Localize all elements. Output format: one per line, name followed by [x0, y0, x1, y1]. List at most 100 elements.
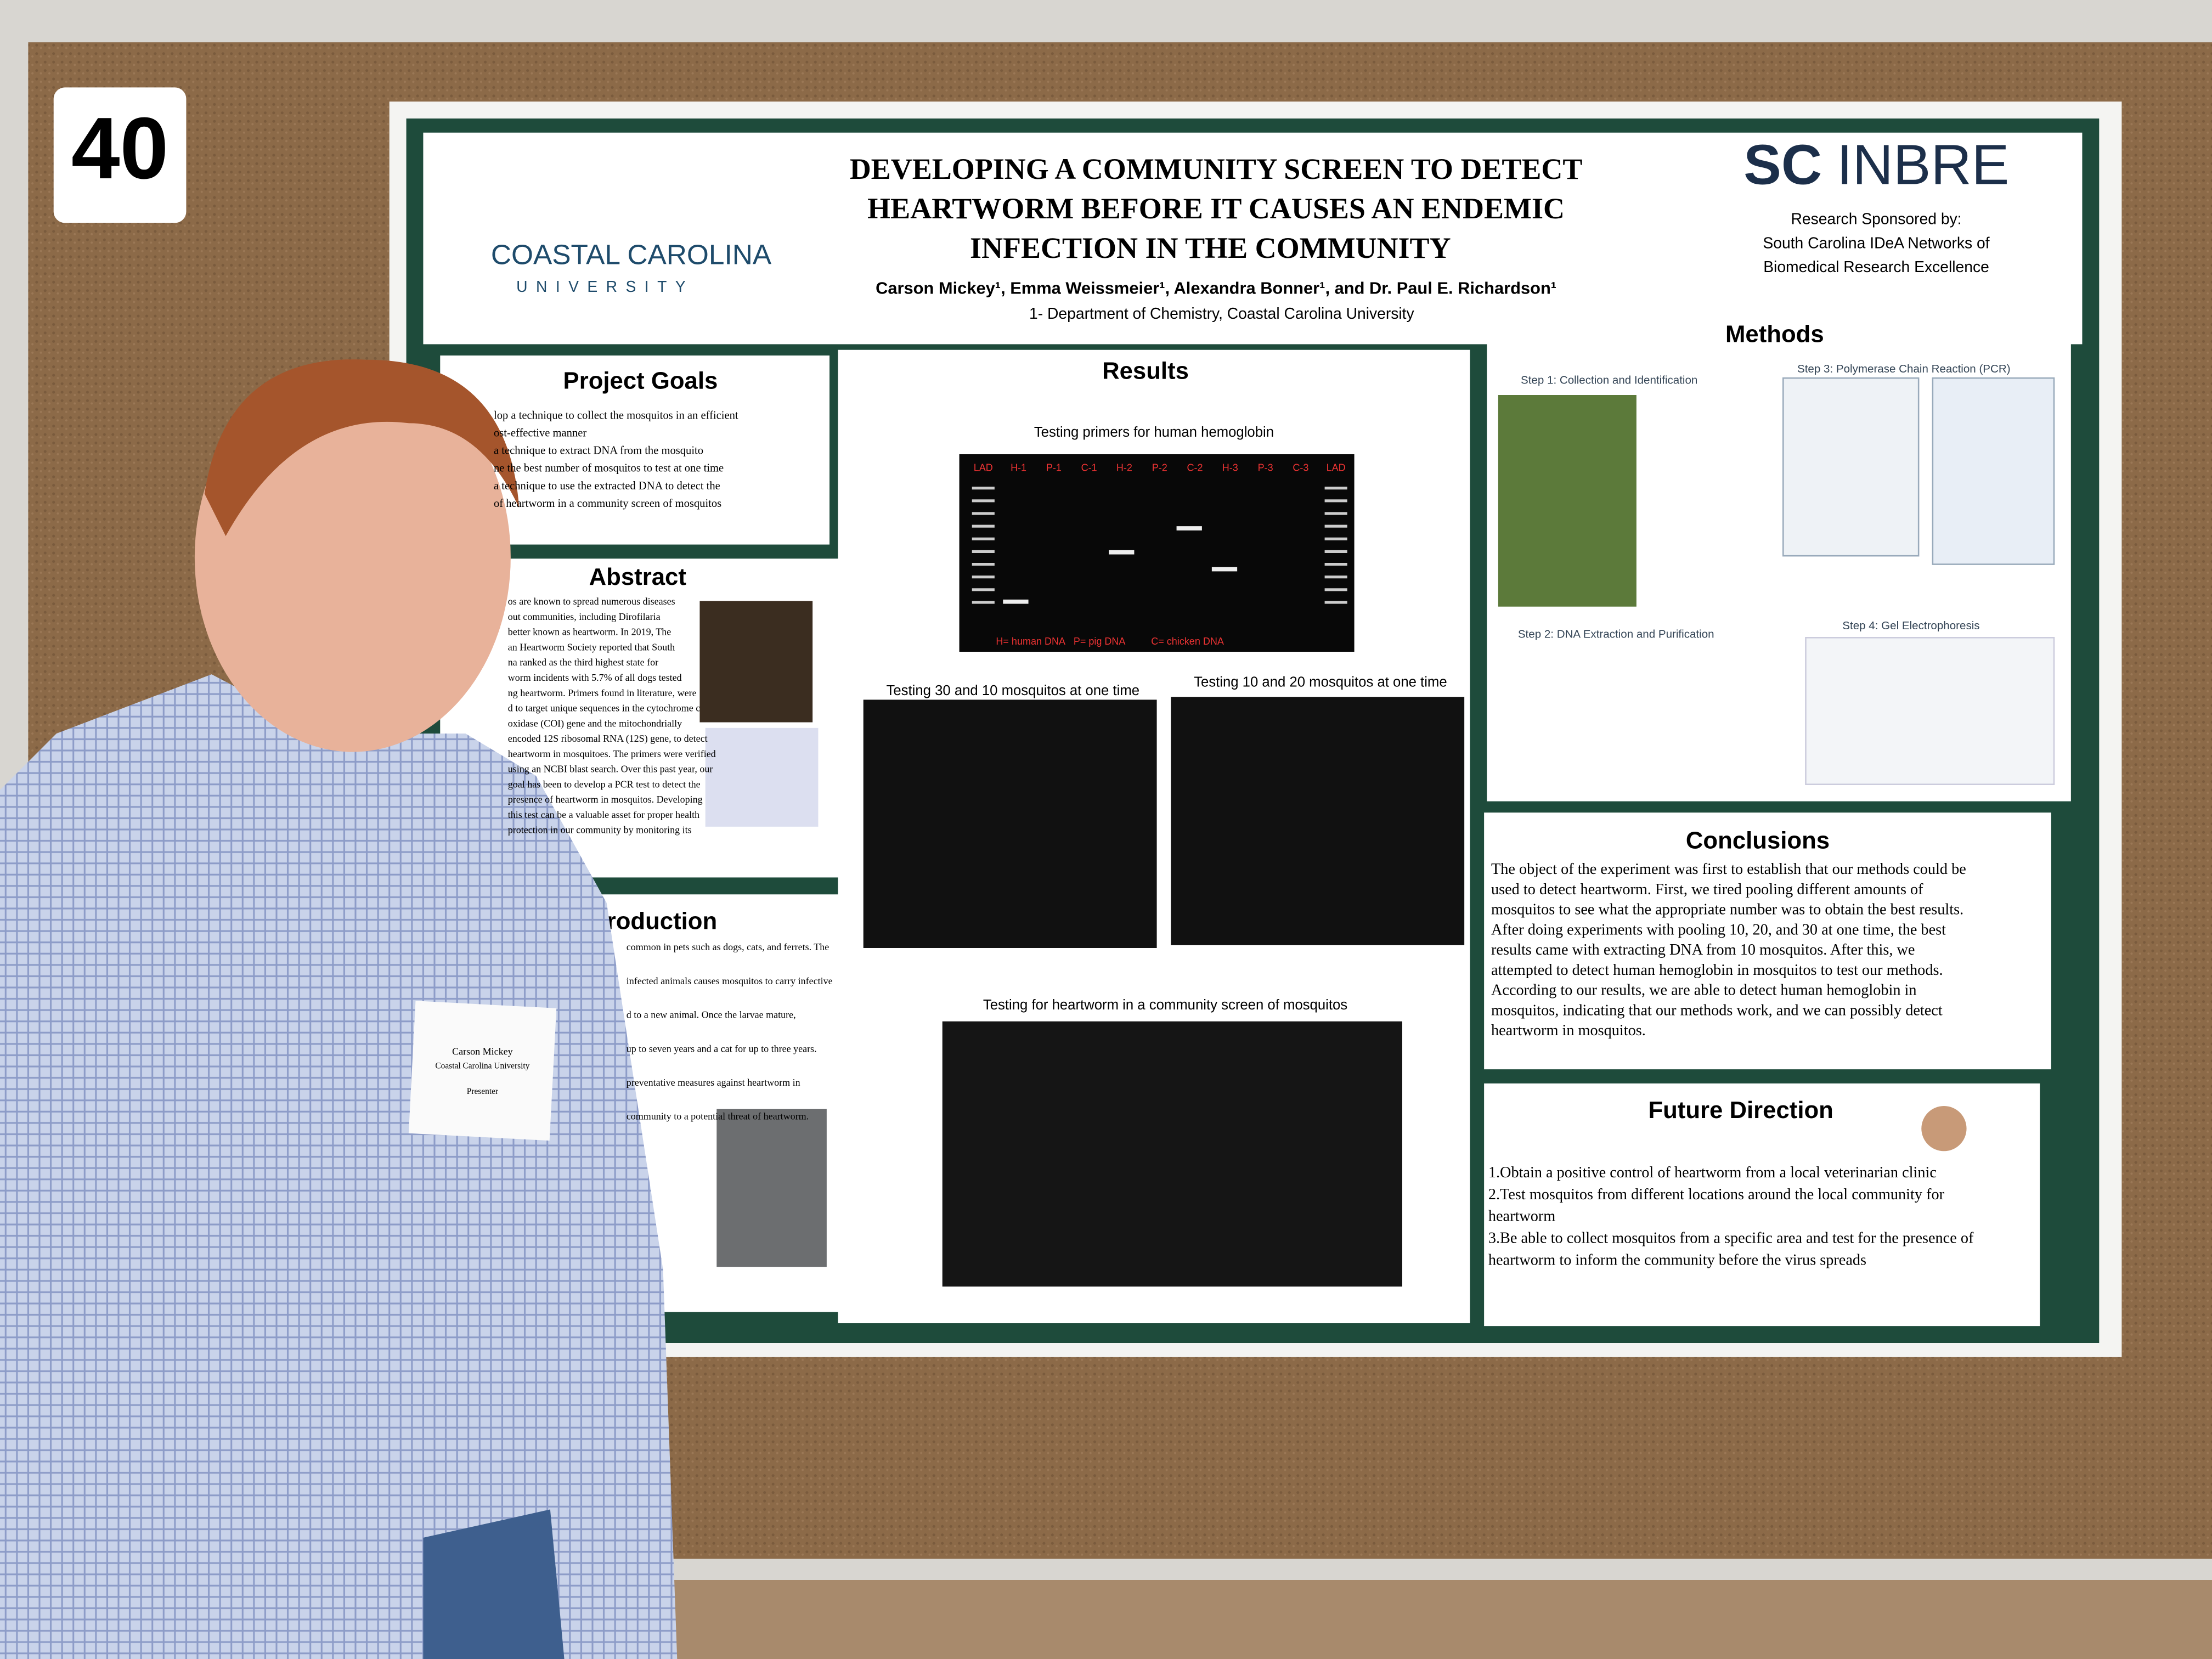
body-text: ost-effective manner [494, 427, 586, 439]
heartworm-photo [699, 601, 813, 723]
pcr-diagram [1782, 377, 1920, 557]
body-text: d to a new animal. Once the larvae matur… [627, 1009, 796, 1020]
sponsor: Biomedical Research Excellence [1763, 258, 1989, 275]
logo: INBRE [1837, 133, 2009, 196]
conclusions-panel [1484, 812, 2051, 1070]
body-text: of heartworm in a community screen of mo… [494, 498, 721, 510]
body-text: goal has been to develop a PCR test to d… [508, 778, 701, 789]
body-text: results came with extracting DNA from 10… [1491, 941, 1915, 958]
lane-label: H-2 [1116, 462, 1132, 473]
section-heading: Conclusions [1686, 827, 1830, 854]
gel-band [1211, 567, 1238, 572]
caption: Testing primers for human hemoglobin [1034, 425, 1274, 440]
body-text: encoded 12S ribosomal RNA (12S) gene, to… [508, 733, 708, 744]
step-label: Step 3: Polymerase Chain Reaction (PCR) [1797, 363, 2011, 375]
lane-label: H-3 [1222, 462, 1238, 473]
presenter-icon [1921, 1106, 1967, 1152]
gel-image [959, 454, 1355, 652]
body-text: an Heartworm Society reported that South [508, 641, 675, 652]
ladder-band [972, 487, 995, 490]
gel-legend: C= chicken DNA [1151, 636, 1224, 647]
body-text: a technique to use the extracted DNA to … [494, 480, 720, 492]
body-text: heartworm in mosquitos. [1491, 1022, 1646, 1039]
trap-photo [1498, 395, 1637, 607]
body-text: common in pets such as dogs, cats, and f… [627, 941, 830, 952]
name-tag-text: Presenter [467, 1087, 498, 1096]
section-heading: Results [1102, 357, 1189, 384]
lane-label: P-2 [1152, 462, 1167, 473]
ladder-band [1324, 512, 1347, 515]
ladder-band [1324, 499, 1347, 503]
step-label: Step 2: DNA Extraction and Purification [1518, 628, 1714, 641]
ladder-band [1324, 575, 1347, 579]
body-text: lop a technique to collect the mosquitos… [494, 409, 738, 421]
body-text: up to seven years and a cat for up to th… [627, 1043, 817, 1054]
section-heading: Project Goals [563, 367, 718, 394]
logo: SC [1743, 133, 1822, 196]
body-text: mosquitos to see what the appropriate nu… [1491, 901, 1963, 918]
body-text: worm incidents with 5.7% of all dogs tes… [508, 672, 682, 683]
lane-label: C-3 [1293, 462, 1308, 473]
body-text: attempted to detect human hemoglobin in … [1491, 962, 1943, 979]
body-text: d to target unique sequences in the cyto… [508, 703, 701, 714]
body-text: The object of the experiment was first t… [1491, 861, 1966, 878]
gel-band [1176, 526, 1202, 531]
lane-label: LAD [1327, 462, 1346, 473]
body-text: this test can be a valuable asset for pr… [508, 809, 699, 820]
ladder-band [1324, 550, 1347, 553]
gel-image [863, 699, 1157, 948]
body-text: heartworm in mosquitoes. The primers wer… [508, 748, 716, 759]
section-heading: roduction [607, 907, 718, 934]
name-tag [408, 1001, 557, 1141]
shirt [0, 674, 678, 1659]
ladder-band [972, 575, 995, 579]
lane-label: H-1 [1011, 462, 1026, 473]
caption: Testing 10 and 20 mosquitos at one time [1194, 674, 1447, 690]
body-text: oxidase (COI) gene and the mitochondrial… [508, 718, 682, 729]
poster [389, 101, 2122, 1357]
body-text: heartworm [1488, 1208, 1555, 1225]
section-heading: Future Direction [1648, 1097, 1833, 1124]
body-text: ng heartworm. Primers found in literatur… [508, 687, 697, 698]
name-tag-text: Coastal Carolina University [435, 1062, 529, 1071]
body-text: infected animals causes mosquitos to car… [627, 975, 833, 986]
body-text: heartworm to inform the community before… [1488, 1251, 1866, 1268]
body-text: 3.Be able to collect mosquitos from a sp… [1488, 1229, 1974, 1246]
ladder-band [972, 524, 995, 528]
ladder-band [1324, 601, 1347, 604]
gel-band [1109, 550, 1135, 555]
body-text: better known as heartworm. In 2019, The [508, 627, 672, 637]
body-text: presence of heartworm in mosquitos. Deve… [508, 794, 703, 805]
ladder-band [1324, 524, 1347, 528]
sponsor: South Carolina IDeA Networks of [1763, 234, 1989, 251]
step-label: Step 1: Collection and Identification [1521, 374, 1697, 387]
body-text: According to our results, we are able to… [1491, 982, 1917, 999]
number: 40 [71, 99, 168, 197]
lane-label: LAD [974, 462, 993, 473]
step-label: Step 4: Gel Electrophoresis [1842, 619, 1979, 632]
caption: Testing for heartworm in a community scr… [983, 997, 1347, 1013]
body-text: using an NCBI blast search. Over this pa… [508, 764, 713, 775]
ladder-band [972, 550, 995, 553]
body-text: ne the best number of mosquitos to test … [494, 462, 724, 475]
ladder-band [972, 588, 995, 591]
body-text: mosquitos, indicating that our methods w… [1491, 1002, 1943, 1019]
lane-label: P-3 [1258, 462, 1273, 473]
body-text: protection in our community by monitorin… [508, 825, 692, 836]
number-card [53, 87, 187, 223]
ladder-band [1324, 487, 1347, 490]
ladder-band [972, 512, 995, 515]
ladder-band [972, 499, 995, 503]
gel-legend: P= pig DNA [1074, 636, 1126, 647]
section-heading: Methods [1725, 321, 1824, 348]
poster-title: DEVELOPING A COMMUNITY SCREEN TO DETECT [850, 153, 1583, 185]
lane-label: C-2 [1187, 462, 1203, 473]
body-text: a technique to extract DNA from the mosq… [494, 445, 703, 457]
ladder-band [1324, 563, 1347, 566]
caption: Testing 30 and 10 mosquitos at one time [887, 683, 1140, 698]
name-tag-text: Carson Mickey [452, 1046, 512, 1057]
ladder-band [972, 601, 995, 604]
lane-label: C-1 [1081, 462, 1097, 473]
